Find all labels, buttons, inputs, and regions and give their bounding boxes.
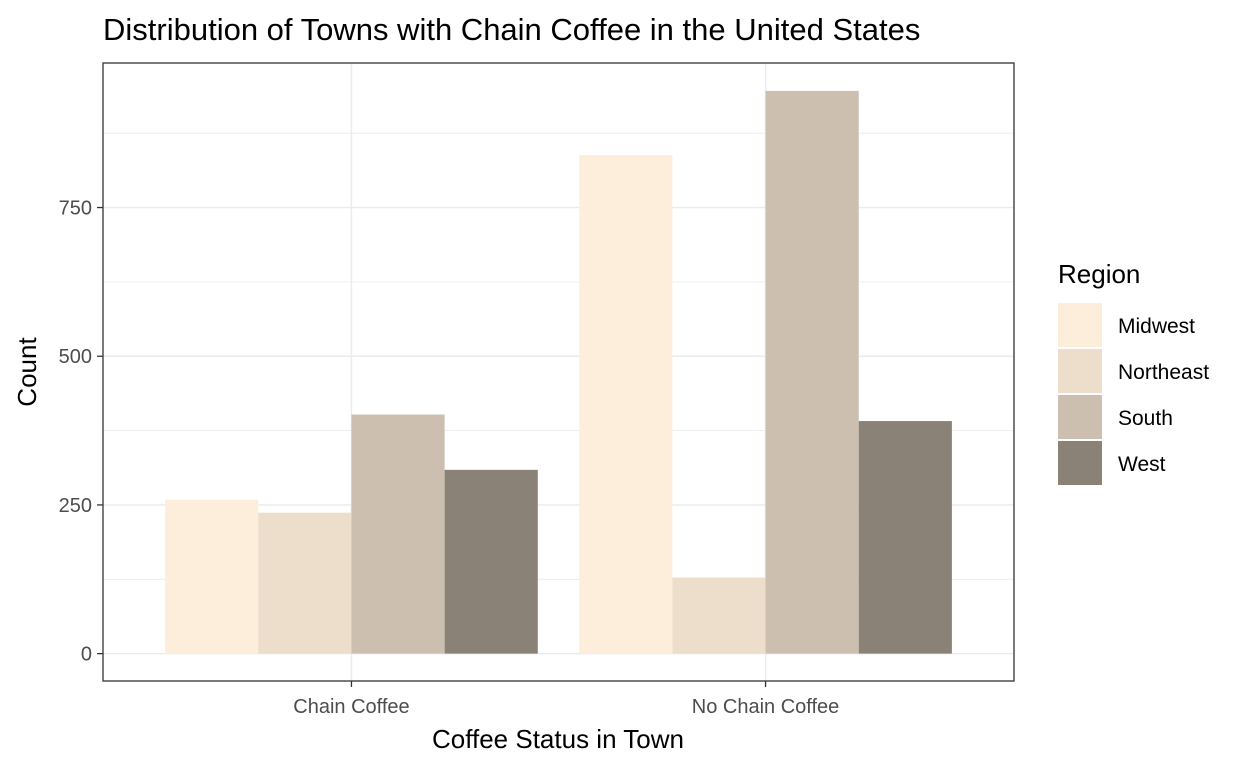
x-tick-label: No Chain Coffee [692, 696, 840, 718]
legend-label-northeast: Northeast [1118, 361, 1209, 384]
bar-south-0 [351, 414, 445, 654]
bar-midwest-0 [165, 499, 259, 654]
chart-title: Distribution of Towns with Chain Coffee … [103, 12, 920, 47]
y-tick-label: 500 [59, 346, 92, 368]
bar-northeast-0 [258, 512, 352, 654]
bar-south-1 [765, 90, 859, 654]
legend-label-south: South [1118, 407, 1173, 430]
legend-key-west [1058, 441, 1102, 485]
y-axis: 0 250 500 750 [59, 198, 103, 666]
legend-key-midwest [1058, 303, 1102, 347]
plot-border [102, 62, 1015, 682]
bar-west-1 [858, 421, 952, 654]
legend-key-northeast [1058, 349, 1102, 393]
legend-title: Region [1058, 259, 1140, 289]
y-tick-label: 750 [59, 198, 92, 220]
x-axis: Chain Coffee No Chain Coffee [293, 681, 839, 718]
legend-key-south [1058, 395, 1102, 439]
bar-west-0 [444, 469, 538, 654]
legend-label-west: West [1118, 453, 1166, 476]
x-tick-label: Chain Coffee [293, 696, 409, 718]
legend-label-midwest: Midwest [1118, 315, 1195, 338]
bar-midwest-1 [579, 155, 673, 654]
y-tick-label: 0 [81, 644, 92, 666]
bars [165, 90, 952, 654]
legend: Region Midwest Northeast South West [1058, 259, 1209, 485]
x-axis-title: Coffee Status in Town [432, 724, 684, 754]
bar-northeast-1 [672, 577, 766, 654]
y-tick-label: 250 [59, 495, 92, 517]
y-axis-title: Count [12, 337, 42, 407]
